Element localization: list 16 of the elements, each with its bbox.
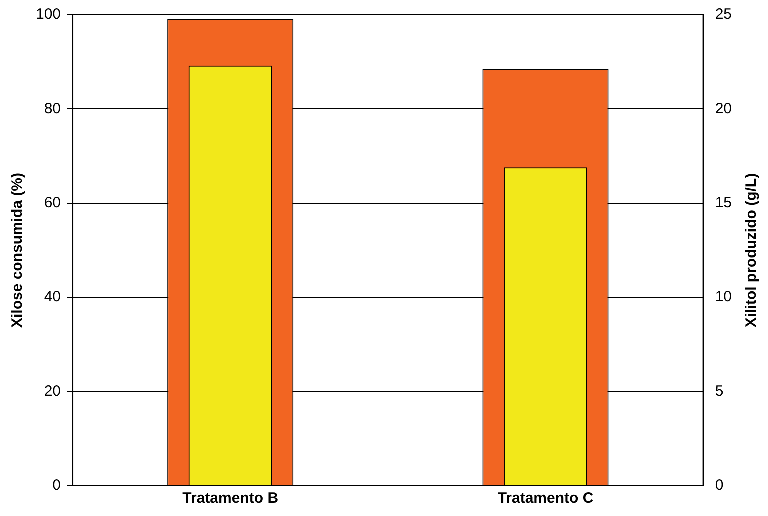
y-tick-label: 100 [36,6,62,24]
x-tick-label: Tratamento C [498,490,594,508]
y-tick-label: 40 [44,288,62,306]
y-tick-label: 0 [52,477,62,494]
y-axis-title: Xilose consumida (%) [9,172,26,328]
y-tick-label: 60 [44,194,62,212]
y2-tick-label: 15 [715,194,732,212]
y-tick-label: 20 [44,382,62,400]
y2-axis-title: Xilitol produzido (g/L) [743,173,760,328]
y2-tick-label: 25 [715,6,732,24]
y-tick-label: 80 [44,100,62,118]
y2-tick-label: 10 [715,288,732,306]
y2-tick-label: 20 [715,100,732,118]
y2-tick-label: 5 [715,382,724,400]
y2-tick-label: 0 [715,477,724,494]
x-tick-label: Tratamento B [182,490,279,508]
